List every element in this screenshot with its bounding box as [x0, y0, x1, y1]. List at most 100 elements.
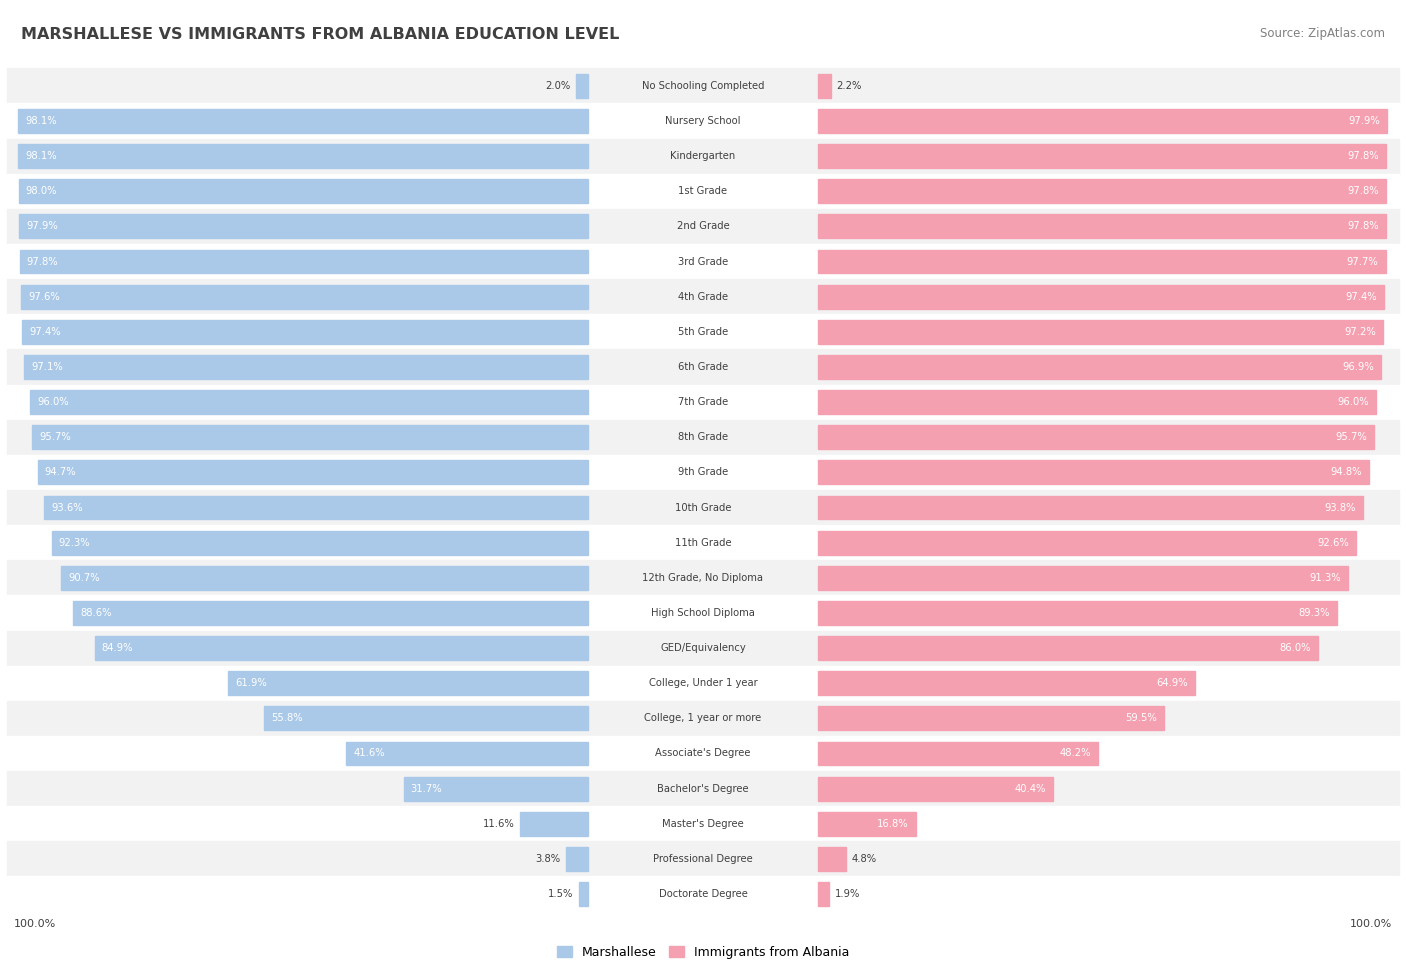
- Bar: [18, 144, 588, 168]
- Text: 97.6%: 97.6%: [28, 292, 59, 301]
- Bar: [31, 390, 588, 414]
- Text: 97.1%: 97.1%: [31, 362, 63, 371]
- Bar: [818, 355, 1381, 379]
- Bar: [60, 566, 588, 590]
- Text: 100.0%: 100.0%: [14, 919, 56, 929]
- Text: College, Under 1 year: College, Under 1 year: [648, 679, 758, 688]
- Bar: [7, 561, 1399, 596]
- Bar: [818, 671, 1195, 695]
- Text: 97.4%: 97.4%: [30, 327, 60, 336]
- Text: 97.8%: 97.8%: [27, 256, 59, 266]
- Bar: [7, 419, 1399, 454]
- Text: 97.7%: 97.7%: [1347, 256, 1379, 266]
- Text: 8th Grade: 8th Grade: [678, 432, 728, 443]
- Text: 2.0%: 2.0%: [546, 81, 571, 91]
- Text: 97.8%: 97.8%: [1347, 186, 1379, 196]
- Text: 11th Grade: 11th Grade: [675, 537, 731, 548]
- Bar: [7, 526, 1399, 561]
- Text: 10th Grade: 10th Grade: [675, 502, 731, 513]
- Bar: [818, 777, 1053, 800]
- Bar: [818, 636, 1317, 660]
- Bar: [7, 103, 1399, 138]
- Text: 55.8%: 55.8%: [271, 714, 302, 723]
- Bar: [21, 285, 588, 309]
- Text: 88.6%: 88.6%: [80, 608, 111, 618]
- Bar: [818, 179, 1386, 203]
- Text: 95.7%: 95.7%: [39, 432, 70, 443]
- Text: No Schooling Completed: No Schooling Completed: [641, 81, 765, 91]
- Bar: [73, 601, 588, 625]
- Bar: [818, 495, 1362, 520]
- Text: 31.7%: 31.7%: [411, 784, 443, 794]
- Text: 91.3%: 91.3%: [1310, 572, 1341, 583]
- Bar: [7, 279, 1399, 314]
- Text: 5th Grade: 5th Grade: [678, 327, 728, 336]
- Text: 97.4%: 97.4%: [1346, 292, 1376, 301]
- Text: GED/Equivalency: GED/Equivalency: [661, 644, 745, 653]
- Bar: [7, 209, 1399, 244]
- Bar: [7, 244, 1399, 279]
- Bar: [818, 742, 1098, 765]
- Text: Kindergarten: Kindergarten: [671, 151, 735, 161]
- Bar: [7, 771, 1399, 806]
- Bar: [18, 109, 588, 133]
- Text: 2.2%: 2.2%: [837, 81, 862, 91]
- Legend: Marshallese, Immigrants from Albania: Marshallese, Immigrants from Albania: [551, 941, 855, 964]
- Bar: [818, 109, 1386, 133]
- Text: Nursery School: Nursery School: [665, 116, 741, 126]
- Text: 11.6%: 11.6%: [484, 819, 515, 829]
- Text: 59.5%: 59.5%: [1125, 714, 1157, 723]
- Text: 92.6%: 92.6%: [1317, 537, 1348, 548]
- Text: College, 1 year or more: College, 1 year or more: [644, 714, 762, 723]
- Text: 64.9%: 64.9%: [1157, 679, 1188, 688]
- Bar: [7, 314, 1399, 349]
- Bar: [818, 847, 846, 871]
- Bar: [44, 495, 588, 520]
- Bar: [818, 320, 1382, 344]
- Text: Professional Degree: Professional Degree: [654, 854, 752, 864]
- Text: 12th Grade, No Diploma: 12th Grade, No Diploma: [643, 572, 763, 583]
- Text: 97.8%: 97.8%: [1347, 221, 1379, 231]
- Text: 41.6%: 41.6%: [353, 749, 385, 759]
- Text: 4.8%: 4.8%: [852, 854, 877, 864]
- Text: Associate's Degree: Associate's Degree: [655, 749, 751, 759]
- Bar: [579, 882, 588, 906]
- Text: 90.7%: 90.7%: [67, 572, 100, 583]
- Bar: [94, 636, 588, 660]
- Bar: [818, 214, 1386, 238]
- Bar: [818, 74, 831, 98]
- Bar: [7, 666, 1399, 701]
- Bar: [52, 530, 588, 555]
- Bar: [818, 601, 1337, 625]
- Text: 98.1%: 98.1%: [25, 116, 56, 126]
- Text: 94.7%: 94.7%: [45, 467, 76, 478]
- Text: 2nd Grade: 2nd Grade: [676, 221, 730, 231]
- Bar: [818, 566, 1348, 590]
- Text: 4th Grade: 4th Grade: [678, 292, 728, 301]
- Bar: [7, 736, 1399, 771]
- Bar: [818, 425, 1374, 449]
- Bar: [818, 144, 1386, 168]
- Bar: [7, 138, 1399, 174]
- Text: 1.5%: 1.5%: [548, 889, 574, 899]
- Text: Master's Degree: Master's Degree: [662, 819, 744, 829]
- Text: 97.9%: 97.9%: [1348, 116, 1379, 126]
- Bar: [7, 806, 1399, 841]
- Bar: [7, 454, 1399, 489]
- Text: 93.8%: 93.8%: [1324, 502, 1355, 513]
- Bar: [818, 285, 1384, 309]
- Bar: [264, 707, 588, 730]
- Bar: [7, 174, 1399, 209]
- Bar: [520, 812, 588, 836]
- Bar: [24, 355, 588, 379]
- Bar: [346, 742, 588, 765]
- Text: Source: ZipAtlas.com: Source: ZipAtlas.com: [1260, 27, 1385, 40]
- Text: 96.0%: 96.0%: [38, 397, 69, 408]
- Bar: [7, 489, 1399, 526]
- Text: 48.2%: 48.2%: [1060, 749, 1091, 759]
- Bar: [818, 812, 915, 836]
- Bar: [32, 425, 588, 449]
- Text: 86.0%: 86.0%: [1279, 644, 1310, 653]
- Bar: [228, 671, 588, 695]
- Bar: [20, 214, 588, 238]
